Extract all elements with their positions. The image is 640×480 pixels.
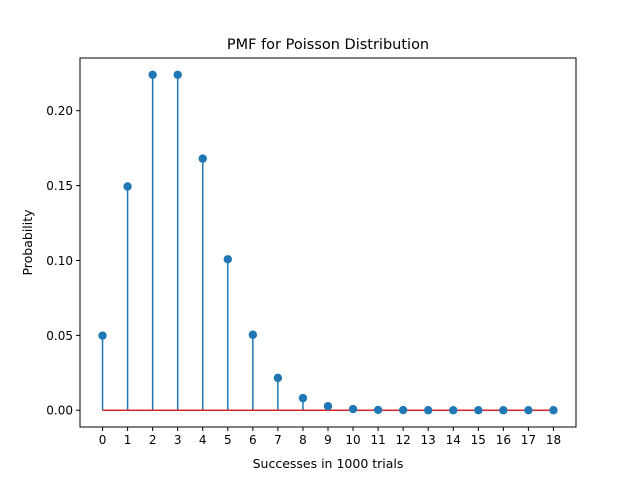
x-tick-label: 6: [249, 433, 257, 447]
x-tick-label: 5: [224, 433, 232, 447]
stem-marker: [123, 182, 132, 191]
stem-marker: [348, 404, 358, 414]
x-tick-label: 10: [345, 433, 360, 447]
x-tick-label: 4: [199, 433, 207, 447]
stem-marker: [248, 330, 258, 339]
stem-marker: [549, 406, 558, 415]
stem-marker: [273, 373, 283, 383]
stem-marker: [148, 70, 157, 79]
x-axis-label: Successes in 1000 trials: [253, 456, 404, 471]
stem-marker: [398, 405, 408, 415]
x-tick-label: 8: [299, 433, 307, 447]
stem-marker: [499, 406, 508, 415]
x-tick-label: 18: [546, 433, 561, 447]
axes-frame: [79, 57, 577, 428]
stem-marker: [373, 405, 383, 415]
y-tick-label: 0.15: [46, 179, 73, 193]
y-tick-label: 0.10: [46, 254, 73, 268]
stem-marker: [298, 393, 308, 403]
x-tick-label: 17: [521, 433, 536, 447]
x-tick-label: 3: [174, 433, 182, 447]
x-tick-label: 12: [396, 433, 411, 447]
stem-marker: [424, 406, 433, 415]
stem-marker: [449, 406, 458, 415]
y-tick-label: 0.05: [46, 329, 73, 343]
x-tick-label: 7: [274, 433, 282, 447]
plot-area: [98, 70, 558, 415]
y-tick-label: 0.20: [46, 104, 73, 118]
x-tick-label: 11: [370, 433, 385, 447]
x-tick-label: 16: [496, 433, 511, 447]
stem-marker: [223, 255, 232, 264]
stem-marker: [198, 154, 207, 163]
x-tick-label: 15: [471, 433, 486, 447]
stem-marker: [98, 331, 107, 340]
x-tick-label: 1: [124, 433, 132, 447]
stem-marker: [323, 401, 333, 411]
x-tick-label: 0: [99, 433, 107, 447]
y-axis-label: Probability: [20, 209, 35, 276]
x-axis-ticks: 0 1 2 3 4 5 6 7 8 9 10 11 12 13 14 15 16 17 18: [99, 427, 561, 447]
x-tick-label: 2: [149, 433, 157, 447]
chart-title: PMF for Poisson Distribution: [227, 37, 429, 53]
x-tick-label: 13: [421, 433, 436, 447]
y-axis-ticks: 0.00 0.05 0.10 0.15 0.20: [46, 104, 80, 418]
y-tick-label: 0.00: [46, 404, 73, 418]
stem-marker: [524, 406, 533, 415]
stem-marker: [474, 406, 483, 415]
x-tick-label: 14: [446, 433, 461, 447]
stem-marker: [173, 70, 182, 79]
x-tick-label: 9: [324, 433, 332, 447]
